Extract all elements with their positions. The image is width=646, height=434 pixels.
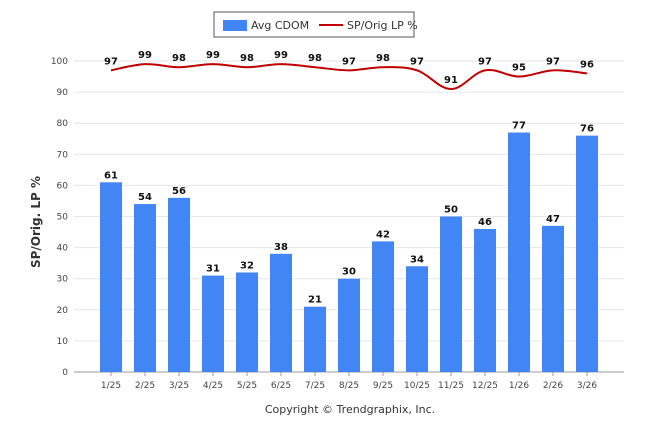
x-tick-label: 9/25 — [373, 381, 393, 391]
x-tick-label: 11/25 — [438, 381, 464, 391]
bar-value-label: 61 — [104, 170, 118, 181]
x-tick-label: 8/25 — [339, 381, 359, 391]
bar-value-label: 34 — [410, 254, 424, 265]
bar-value-label: 31 — [206, 264, 220, 275]
line-value-label: 99 — [274, 50, 288, 61]
line-value-label: 99 — [206, 50, 220, 61]
legend-label-avg-cdom: Avg CDOM — [251, 19, 309, 32]
line-value-label: 98 — [172, 53, 186, 64]
data-labels: 61 54 56 31 32 38 21 30 42 34 50 46 77 47 76 97 99 98 99 98… — [104, 50, 594, 306]
x-tick-label: 12/25 — [472, 381, 498, 391]
bar-value-label: 56 — [172, 186, 186, 197]
x-tick-label: 7/25 — [305, 381, 325, 391]
copyright-text: Copyright © Trendgraphix, Inc. — [265, 403, 435, 416]
bar-value-label: 46 — [478, 217, 492, 228]
legend-label-sp-orig-lp: SP/Orig LP % — [347, 19, 418, 32]
bar-value-label: 54 — [138, 192, 152, 203]
x-tick-label: 10/25 — [404, 381, 430, 391]
bar — [372, 241, 394, 372]
y-tick-label: 100 — [51, 57, 68, 67]
line-value-label: 97 — [104, 56, 118, 67]
sp-orig-lp-line — [110, 63, 588, 90]
line-value-label: 97 — [342, 56, 356, 67]
bar — [542, 225, 564, 372]
bar-value-label: 38 — [274, 242, 288, 253]
bar — [474, 228, 496, 372]
line-value-label: 97 — [546, 56, 560, 67]
line-value-label: 91 — [444, 75, 458, 86]
y-tick-label: 80 — [57, 119, 69, 129]
axes: 0 10 20 30 40 50 60 70 80 90 100 1/25 2/25 3/25 4/25 5/… — [51, 57, 624, 391]
line-value-label: 97 — [410, 56, 424, 67]
y-tick-label: 90 — [57, 88, 69, 98]
bar-value-label: 50 — [444, 205, 458, 216]
bar — [236, 272, 258, 372]
line-value-label: 96 — [580, 59, 594, 70]
bar-value-label: 21 — [308, 295, 322, 306]
bar-value-label: 77 — [512, 121, 526, 132]
x-tick-label: 2/25 — [135, 381, 155, 391]
x-tick-label: 4/25 — [203, 381, 223, 391]
line-series — [110, 63, 588, 90]
bar — [168, 197, 190, 372]
x-tick-label: 1/25 — [101, 381, 121, 391]
bar — [100, 182, 122, 372]
line-value-label: 99 — [138, 50, 152, 61]
line-value-label: 95 — [512, 63, 526, 74]
x-tick-label: 6/25 — [271, 381, 291, 391]
bar — [338, 278, 360, 372]
x-tick-label: 5/25 — [237, 381, 257, 391]
bar — [406, 266, 428, 372]
y-tick-label: 60 — [57, 181, 69, 191]
y-tick-label: 40 — [57, 244, 69, 254]
line-value-label: 97 — [478, 56, 492, 67]
bar-value-label: 42 — [376, 229, 390, 240]
legend-swatch-avg-cdom — [223, 20, 247, 31]
y-tick-label: 30 — [57, 275, 69, 285]
bar — [270, 253, 292, 372]
y-tick-label: 70 — [57, 150, 69, 160]
y-tick-label: 10 — [57, 337, 69, 347]
bar-series — [100, 132, 598, 372]
legend: Avg CDOM SP/Orig LP % — [213, 11, 418, 38]
x-tick-label: 3/26 — [577, 381, 597, 391]
bar — [134, 204, 156, 372]
y-axis-title: SP/Orig. LP % — [29, 176, 43, 268]
bar — [508, 132, 530, 372]
bar — [576, 135, 598, 372]
bar — [304, 306, 326, 372]
line-value-label: 98 — [308, 53, 322, 64]
bar — [202, 275, 224, 372]
bar-value-label: 76 — [580, 124, 594, 135]
legend-box — [213, 11, 415, 38]
y-tick-label: 0 — [62, 368, 68, 378]
line-value-label: 98 — [376, 53, 390, 64]
x-tick-label: 3/25 — [169, 381, 189, 391]
x-tick-label: 1/26 — [509, 381, 529, 391]
y-tick-label: 20 — [57, 306, 69, 316]
line-value-label: 98 — [240, 53, 254, 64]
bar — [440, 216, 462, 372]
bar-value-label: 30 — [342, 267, 356, 278]
bar-value-label: 32 — [240, 260, 254, 271]
bar-value-label: 47 — [546, 214, 560, 225]
y-tick-label: 50 — [57, 213, 69, 223]
x-tick-label: 2/26 — [543, 381, 563, 391]
